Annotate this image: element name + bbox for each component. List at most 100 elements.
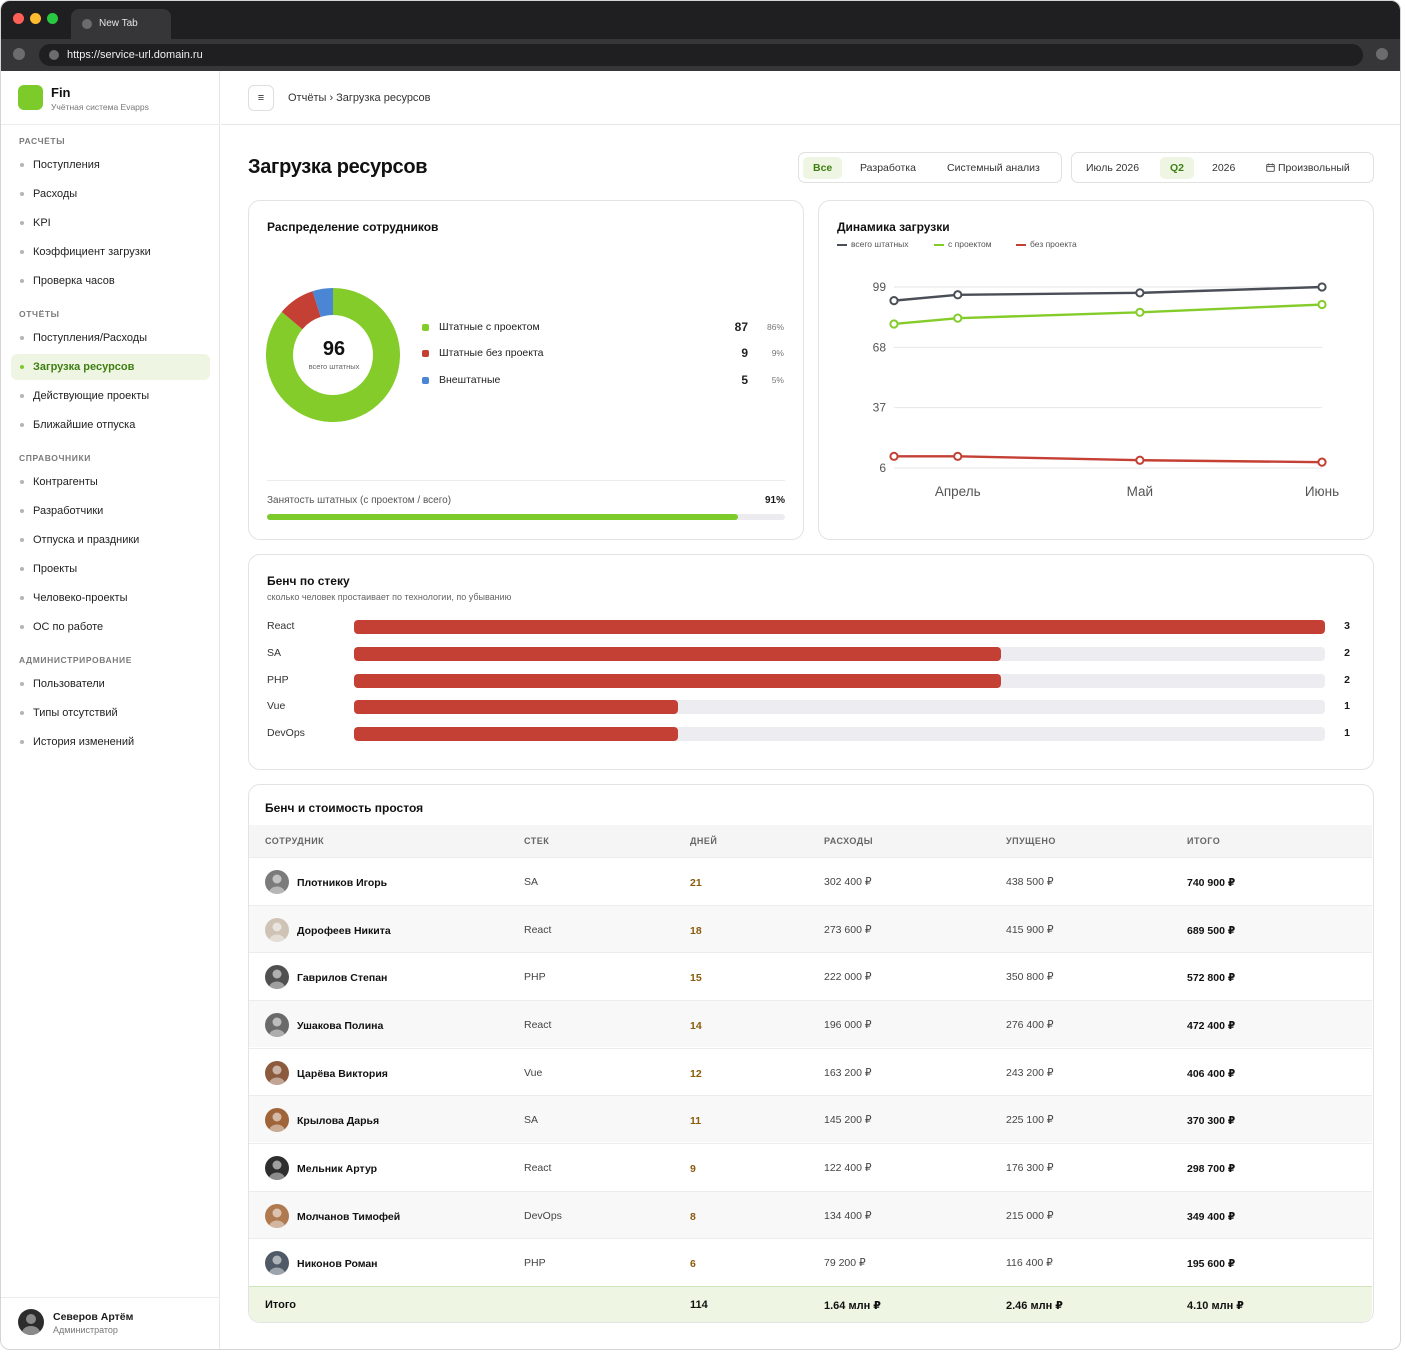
menu-toggle-button[interactable]: ≡ bbox=[248, 85, 274, 111]
table-row[interactable]: Плотников Игорь SA 21 302 400 ₽ 438 500 ₽ 740… bbox=[249, 857, 1372, 904]
employee-name[interactable]: Дорофеев Никита bbox=[297, 924, 391, 937]
series-point[interactable] bbox=[889, 319, 899, 329]
employee-avatar bbox=[265, 1108, 289, 1133]
footer-label: Итого bbox=[265, 1299, 297, 1311]
sidebar-item[interactable]: Проекты bbox=[11, 556, 210, 582]
series-point[interactable] bbox=[1135, 288, 1145, 298]
logo-icon bbox=[18, 85, 43, 110]
sidebar-item[interactable]: Человеко-проекты bbox=[11, 585, 210, 611]
donut-slice-1[interactable] bbox=[266, 288, 400, 422]
legend-count: 9 bbox=[741, 346, 748, 360]
minimize-window-icon[interactable] bbox=[30, 13, 41, 24]
column-header-stack[interactable]: СТЕК bbox=[524, 836, 550, 846]
table-row[interactable]: Гаврилов Степан PHP 15 222 000 ₽ 350 800 ₽ 57… bbox=[249, 952, 1372, 999]
close-window-icon[interactable] bbox=[13, 13, 24, 24]
legend-swatch bbox=[422, 324, 429, 331]
series-point[interactable] bbox=[953, 313, 963, 323]
bench-stack-subtitle: сколько человек простаивает по технологи… bbox=[267, 592, 512, 602]
employee-name[interactable]: Крылова Дарья bbox=[297, 1115, 380, 1128]
sidebar-item[interactable]: Коэффициент загрузки bbox=[11, 239, 210, 265]
sidebar-item[interactable]: История изменений bbox=[11, 729, 210, 755]
sidebar-item[interactable]: Пользователи bbox=[11, 671, 210, 697]
column-header-missed[interactable]: УПУЩЕНО bbox=[1006, 836, 1056, 846]
bench-bar-value: 3 bbox=[1344, 620, 1350, 632]
y-tick-label: 68 bbox=[873, 340, 887, 354]
series-point[interactable] bbox=[889, 451, 899, 461]
sidebar-item[interactable]: Поступления bbox=[11, 152, 210, 178]
sidebar-item[interactable]: Проверка часов bbox=[11, 268, 210, 294]
bench-bar-track bbox=[354, 673, 1325, 688]
table-row[interactable]: Ушакова Полина React 14 196 000 ₽ 276 400 ₽ 4… bbox=[249, 1000, 1372, 1047]
table-row[interactable]: Царёва Виктория Vue 12 163 200 ₽ 243 200 ₽ 40… bbox=[249, 1047, 1372, 1095]
column-header-employee[interactable]: СОТРУДНИК bbox=[265, 836, 325, 846]
series-point[interactable] bbox=[889, 296, 899, 306]
sidebar-item[interactable]: Типы отсутствий bbox=[11, 700, 210, 726]
employee-name[interactable]: Никонов Роман bbox=[297, 1258, 378, 1271]
filter-development[interactable]: Разработка bbox=[860, 162, 916, 174]
sidebar-item[interactable]: Отпуска и праздники bbox=[11, 527, 210, 553]
filter-july-2026[interactable]: Июль 2026 bbox=[1086, 162, 1140, 174]
sidebar-item-label: Коэффициент загрузки bbox=[33, 246, 151, 258]
employee-name[interactable]: Гаврилов Степан bbox=[297, 972, 388, 985]
sidebar-item[interactable]: KPI bbox=[11, 210, 210, 236]
column-header-total[interactable]: ИТОГО bbox=[1187, 836, 1221, 846]
table-row[interactable]: Молчанов Тимофей DevOps 8 134 400 ₽ 215 000 … bbox=[249, 1190, 1372, 1238]
sidebar-item[interactable]: Ближайшие отпуска bbox=[11, 412, 210, 438]
period-filter: Июль 2026 Q2 2026 Произвольный bbox=[1071, 152, 1374, 183]
employee-name[interactable]: Мельник Артур bbox=[297, 1163, 378, 1176]
bench-bar-fill[interactable] bbox=[354, 700, 678, 715]
address-bar[interactable]: https://service-url.domain.ru bbox=[39, 44, 1363, 66]
bench-bar-fill[interactable] bbox=[354, 673, 1002, 688]
legend-label: всего штатных bbox=[851, 239, 909, 249]
employee-name[interactable]: Плотников Игорь bbox=[297, 877, 388, 889]
employee-avatar bbox=[265, 965, 289, 990]
filter-2026[interactable]: 2026 bbox=[1212, 162, 1236, 174]
site-info-icon[interactable] bbox=[49, 50, 59, 60]
employee-name[interactable]: Молчанов Тимофей bbox=[297, 1210, 401, 1223]
column-header-expenses[interactable]: РАСХОДЫ bbox=[824, 836, 874, 846]
table-row[interactable]: Крылова Дарья SA 11 145 200 ₽ 225 100 ₽ 370 3… bbox=[249, 1095, 1372, 1143]
sidebar-item[interactable]: Контрагенты bbox=[11, 469, 210, 495]
sidebar-item[interactable]: ОС по работе bbox=[11, 614, 210, 640]
series-point[interactable] bbox=[1317, 299, 1327, 310]
series-point[interactable] bbox=[1317, 282, 1327, 292]
donut-slice-2[interactable] bbox=[281, 291, 322, 330]
distribution-legend-item: Штатные с проектом 87 86% bbox=[422, 320, 784, 337]
sidebar-item[interactable]: Загрузка ресурсов bbox=[11, 354, 210, 380]
series-point[interactable] bbox=[1317, 457, 1327, 467]
browser-tab[interactable]: New Tab bbox=[71, 9, 171, 39]
filter-custom[interactable]: Произвольный bbox=[1256, 157, 1360, 179]
bench-bar-track bbox=[354, 700, 1325, 715]
employee-stack: SA bbox=[524, 1114, 539, 1127]
series-point[interactable] bbox=[1135, 307, 1145, 317]
employee-name[interactable]: Царёва Виктория bbox=[297, 1067, 388, 1080]
table-row[interactable]: Дорофеев Никита React 18 273 600 ₽ 415 900 ₽… bbox=[249, 904, 1372, 952]
maximize-window-icon[interactable] bbox=[47, 13, 58, 24]
sidebar-item[interactable]: Поступления/Расходы bbox=[11, 325, 210, 351]
back-icon[interactable] bbox=[13, 48, 25, 60]
brand[interactable]: Fin Учётная система Evapps bbox=[18, 85, 218, 115]
table-row[interactable]: Никонов Роман PHP 6 79 200 ₽ 116 400 ₽ 195 60… bbox=[249, 1238, 1372, 1285]
employee-name[interactable]: Ушакова Полина bbox=[297, 1020, 384, 1032]
filter-system-analysis[interactable]: Системный анализ bbox=[947, 162, 1040, 174]
series-point[interactable] bbox=[953, 290, 963, 300]
bench-bar-fill[interactable] bbox=[354, 620, 1325, 634]
bench-bar-row: Vue 1 bbox=[267, 699, 1357, 715]
sidebar-item[interactable]: Расходы bbox=[11, 181, 210, 207]
profile-icon[interactable] bbox=[1376, 48, 1388, 60]
sidebar-item[interactable]: Разработчики bbox=[11, 498, 210, 524]
legend-label: без проекта bbox=[1030, 239, 1077, 249]
bench-bar-fill[interactable] bbox=[354, 646, 1002, 661]
bench-bar-fill[interactable] bbox=[354, 727, 678, 741]
sidebar-item[interactable]: Действующие проекты bbox=[11, 383, 210, 409]
filter-q2[interactable]: Q2 bbox=[1160, 157, 1195, 179]
series-point[interactable] bbox=[953, 451, 963, 461]
series-point[interactable] bbox=[1135, 455, 1145, 465]
table-row[interactable]: Мельник Артур React 9 122 400 ₽ 176 300 ₽ 298… bbox=[249, 1143, 1372, 1190]
donut-slice-3[interactable] bbox=[312, 288, 334, 318]
user-avatar[interactable] bbox=[18, 1309, 44, 1335]
bench-missed: 415 900 ₽ bbox=[1006, 923, 1054, 936]
bench-bar-label: React bbox=[267, 620, 295, 632]
filter-all[interactable]: Все bbox=[803, 157, 843, 179]
column-header-days[interactable]: ДНЕЙ bbox=[690, 836, 718, 846]
